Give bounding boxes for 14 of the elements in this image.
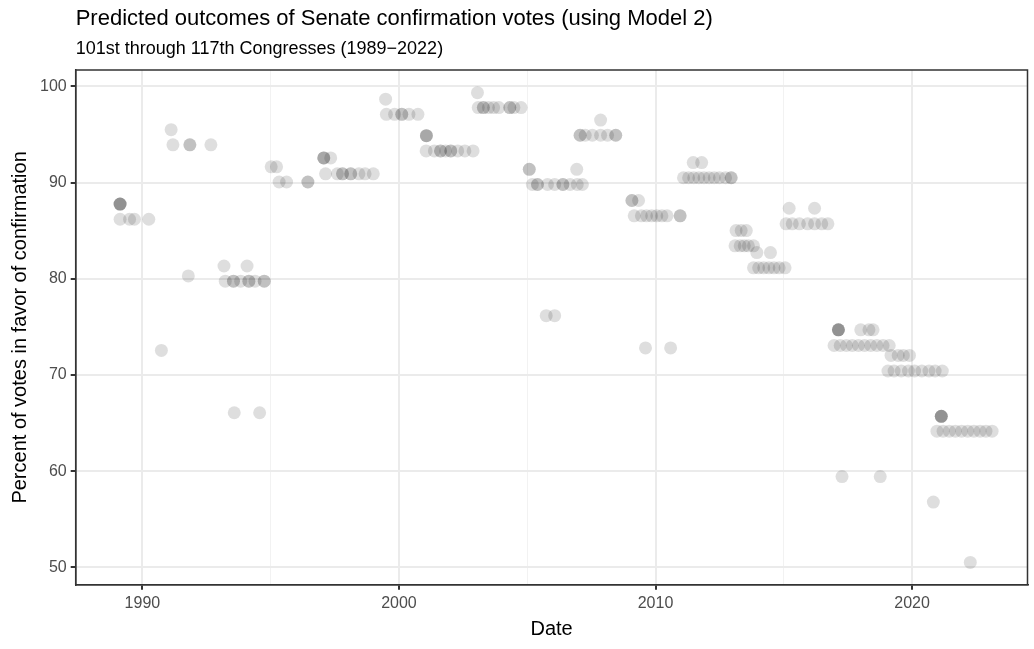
x-axis-title: Date bbox=[530, 616, 573, 639]
y-tick-label: 60 bbox=[48, 461, 67, 479]
y-tick-label: 50 bbox=[48, 557, 67, 575]
chart-title: Predicted outcomes of Senate confirmation votes (using Model 2) bbox=[75, 5, 713, 31]
x-tick-label: 1990 bbox=[124, 593, 161, 611]
chart-subtitle: 101st through 117th Congresses (1989−2022) bbox=[75, 38, 444, 59]
y-tick-label: 80 bbox=[48, 269, 67, 287]
y-tick-label: 100 bbox=[39, 76, 67, 94]
x-tick-label: 2010 bbox=[637, 593, 674, 611]
x-tick-label: 2000 bbox=[381, 593, 417, 611]
x-tick-label: 2020 bbox=[894, 593, 930, 611]
y-axis-title: Percent of votes in favor of confirmation bbox=[7, 151, 30, 504]
y-tick-label: 70 bbox=[48, 365, 67, 383]
y-tick-label: 90 bbox=[48, 172, 67, 190]
